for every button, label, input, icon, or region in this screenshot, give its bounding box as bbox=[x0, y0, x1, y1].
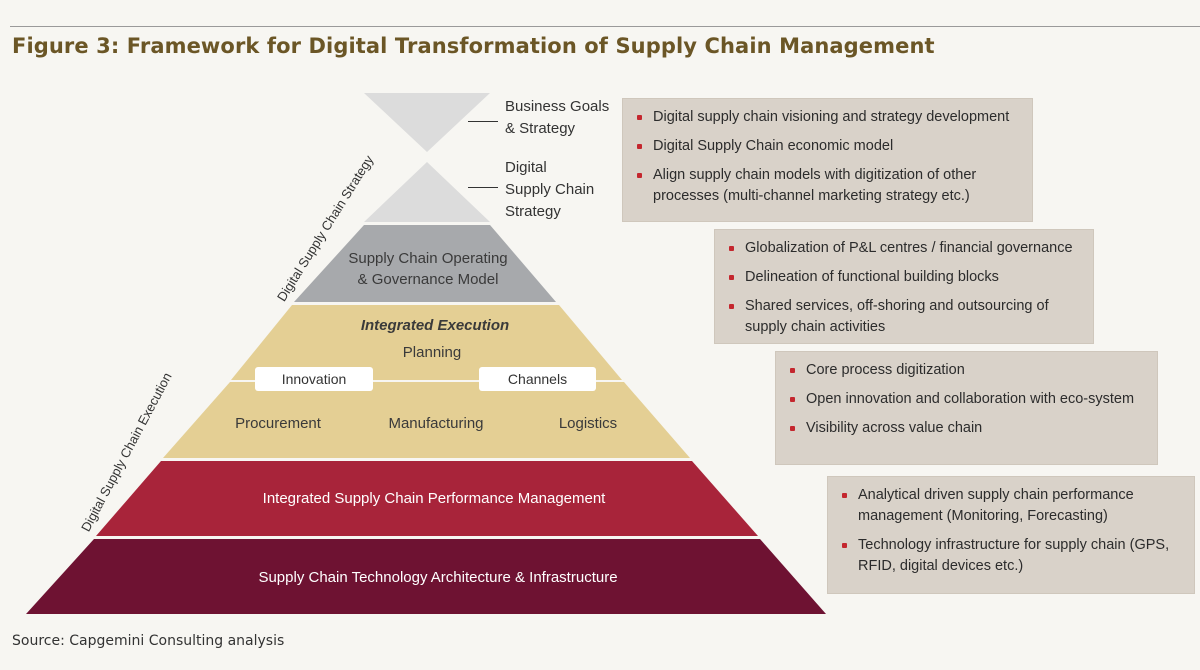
box-item: Delineation of functional building block… bbox=[727, 267, 1081, 288]
business-goals-label: Business Goals & Strategy bbox=[505, 98, 610, 137]
business-goals-shape bbox=[364, 93, 490, 152]
digital-strategy-connector bbox=[468, 187, 498, 188]
manufacturing-label: Manufacturing bbox=[388, 415, 484, 432]
box-item: Open innovation and collaboration with e… bbox=[788, 389, 1145, 410]
operating-model-shape bbox=[294, 225, 556, 302]
performance-shape bbox=[96, 461, 758, 536]
integrated-execution-shape bbox=[231, 305, 622, 380]
source-note: Source: Capgemini Consulting analysis bbox=[12, 633, 285, 649]
performance-label: Integrated Supply Chain Performance Mana… bbox=[262, 490, 606, 507]
innovation-pill: Innovation bbox=[255, 367, 373, 391]
top-rule bbox=[10, 26, 1200, 27]
box-item: Technology infrastructure for supply cha… bbox=[840, 535, 1182, 577]
integrated-execution-label: Integrated Execution bbox=[360, 317, 510, 334]
operating-description-box: Globalization of P&L centres / financial… bbox=[714, 229, 1094, 344]
box-item: Visibility across value chain bbox=[788, 418, 1145, 439]
digital-strategy-shape bbox=[364, 162, 490, 222]
execution-description-box: Core process digitization Open innovatio… bbox=[775, 351, 1158, 465]
box-item: Digital Supply Chain economic model bbox=[635, 136, 1020, 157]
technology-description-box: Analytical driven supply chain performan… bbox=[827, 476, 1195, 594]
technology-label: Supply Chain Technology Architecture & I… bbox=[258, 569, 618, 586]
box-item: Align supply chain models with digitizat… bbox=[635, 165, 1020, 207]
business-goals-connector bbox=[468, 121, 498, 122]
box-item: Shared services, off-shoring and outsour… bbox=[727, 296, 1081, 338]
procurement-label: Procurement bbox=[235, 415, 321, 432]
functions-shape bbox=[163, 382, 690, 458]
digital-strategy-label: Digital Supply Chain Strategy bbox=[505, 159, 595, 220]
technology-shape bbox=[26, 539, 826, 614]
box-item: Globalization of P&L centres / financial… bbox=[727, 238, 1081, 259]
logistics-label: Logistics bbox=[558, 415, 618, 432]
strategy-description-box: Digital supply chain visioning and strat… bbox=[622, 98, 1033, 222]
channels-pill: Channels bbox=[479, 367, 596, 391]
box-item: Digital supply chain visioning and strat… bbox=[635, 107, 1020, 128]
box-item: Core process digitization bbox=[788, 360, 1145, 381]
operating-model-label: Supply Chain Operating & Governance Mode… bbox=[348, 250, 508, 288]
box-item: Analytical driven supply chain performan… bbox=[840, 485, 1182, 527]
figure-title: Figure 3: Framework for Digital Transfor… bbox=[12, 34, 935, 58]
planning-label: Planning bbox=[402, 344, 462, 361]
